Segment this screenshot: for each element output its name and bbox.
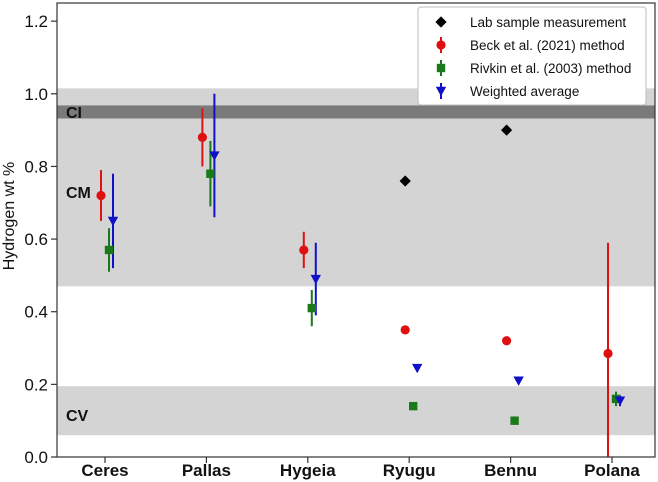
point-rivkin-et-al-2003-method-bennu bbox=[510, 416, 519, 425]
point-weighted-average-polana bbox=[614, 396, 626, 406]
x-tick-label-pallas: Pallas bbox=[182, 461, 231, 480]
x-tick-label-ryugu: Ryugu bbox=[383, 461, 436, 480]
point-lab-sample-measurement-ryugu bbox=[399, 175, 411, 187]
composition-bands bbox=[57, 88, 655, 436]
y-axis-title: Hydrogen wt % bbox=[1, 162, 18, 271]
point-weighted-average-pallas bbox=[209, 151, 220, 161]
y-tick-label: 0.8 bbox=[24, 157, 48, 176]
band-label-ci: CI bbox=[66, 105, 82, 122]
point-beck-et-al-2021-method-pallas bbox=[197, 132, 207, 142]
point-lab-sample-measurement-bennu bbox=[501, 124, 513, 136]
y-axis: 0.0 0.2 0.4 0.6 0.8 1.0 1.2 bbox=[24, 12, 57, 467]
point-weighted-average-ryugu bbox=[412, 363, 423, 374]
point-weighted-average-ceres bbox=[107, 216, 119, 227]
point-rivkin-et-al-2003-method-hygeia bbox=[307, 303, 316, 313]
band-label-cv: CV bbox=[66, 408, 89, 425]
legend-marker-lab-sample-measurement bbox=[435, 16, 447, 28]
legend-label-lab-sample-measurement: Lab sample measurement bbox=[470, 15, 626, 30]
y-tick-label: 0.4 bbox=[24, 303, 48, 322]
point-beck-et-al-2021-method-hygeia bbox=[299, 245, 309, 255]
y-tick-label: 0.2 bbox=[24, 375, 48, 394]
legend-marker-beck-et-al-2021-method bbox=[436, 40, 446, 50]
y-tick-label: 1.2 bbox=[24, 12, 48, 31]
x-tick-label-polana: Polana bbox=[584, 461, 640, 480]
point-beck-et-al-2021-method-ceres bbox=[96, 190, 106, 201]
point-weighted-average-hygeia bbox=[310, 274, 321, 285]
x-tick-label-ceres: Ceres bbox=[81, 461, 128, 480]
point-weighted-average-bennu bbox=[513, 376, 524, 386]
legend-marker-weighted-average bbox=[435, 86, 447, 97]
legend-label-weighted-average: Weighted average bbox=[470, 84, 579, 99]
point-rivkin-et-al-2003-method-polana bbox=[611, 394, 621, 404]
x-axis: Ceres Pallas Hygeia Ryugu Bennu Polana bbox=[81, 457, 640, 480]
point-rivkin-et-al-2003-method-pallas bbox=[206, 169, 215, 178]
data-markers bbox=[96, 124, 626, 425]
x-tick-label-hygeia: Hygeia bbox=[280, 461, 336, 480]
band-cm bbox=[57, 88, 655, 287]
band-label-cm: CM bbox=[66, 185, 91, 202]
legend-box bbox=[417, 6, 647, 106]
point-beck-et-al-2021-method-bennu bbox=[502, 336, 512, 346]
x-tick-label-bennu: Bennu bbox=[484, 461, 537, 480]
point-rivkin-et-al-2003-method-ryugu bbox=[409, 401, 418, 411]
legend-label-beck-et-al-2021-method: Beck et al. (2021) method bbox=[470, 38, 625, 53]
legend: Lab sample measurement Beck et al. (2021)… bbox=[417, 6, 647, 106]
y-tick-label: 0.0 bbox=[24, 448, 48, 467]
plot-frame bbox=[56, 2, 656, 458]
point-rivkin-et-al-2003-method-ceres bbox=[104, 245, 114, 255]
band-ci bbox=[57, 105, 655, 119]
band-labels: CV CM CI bbox=[66, 105, 91, 425]
legend-marker-rivkin-et-al-2003-method bbox=[436, 63, 446, 73]
legend-label-rivkin-et-al-2003-method: Rivkin et al. (2003) method bbox=[470, 61, 631, 76]
point-beck-et-al-2021-method-polana bbox=[603, 348, 613, 359]
point-beck-et-al-2021-method-ryugu bbox=[400, 325, 410, 335]
y-tick-label: 1.0 bbox=[24, 85, 48, 104]
y-tick-label: 0.6 bbox=[24, 230, 48, 249]
band-cv bbox=[57, 386, 655, 436]
